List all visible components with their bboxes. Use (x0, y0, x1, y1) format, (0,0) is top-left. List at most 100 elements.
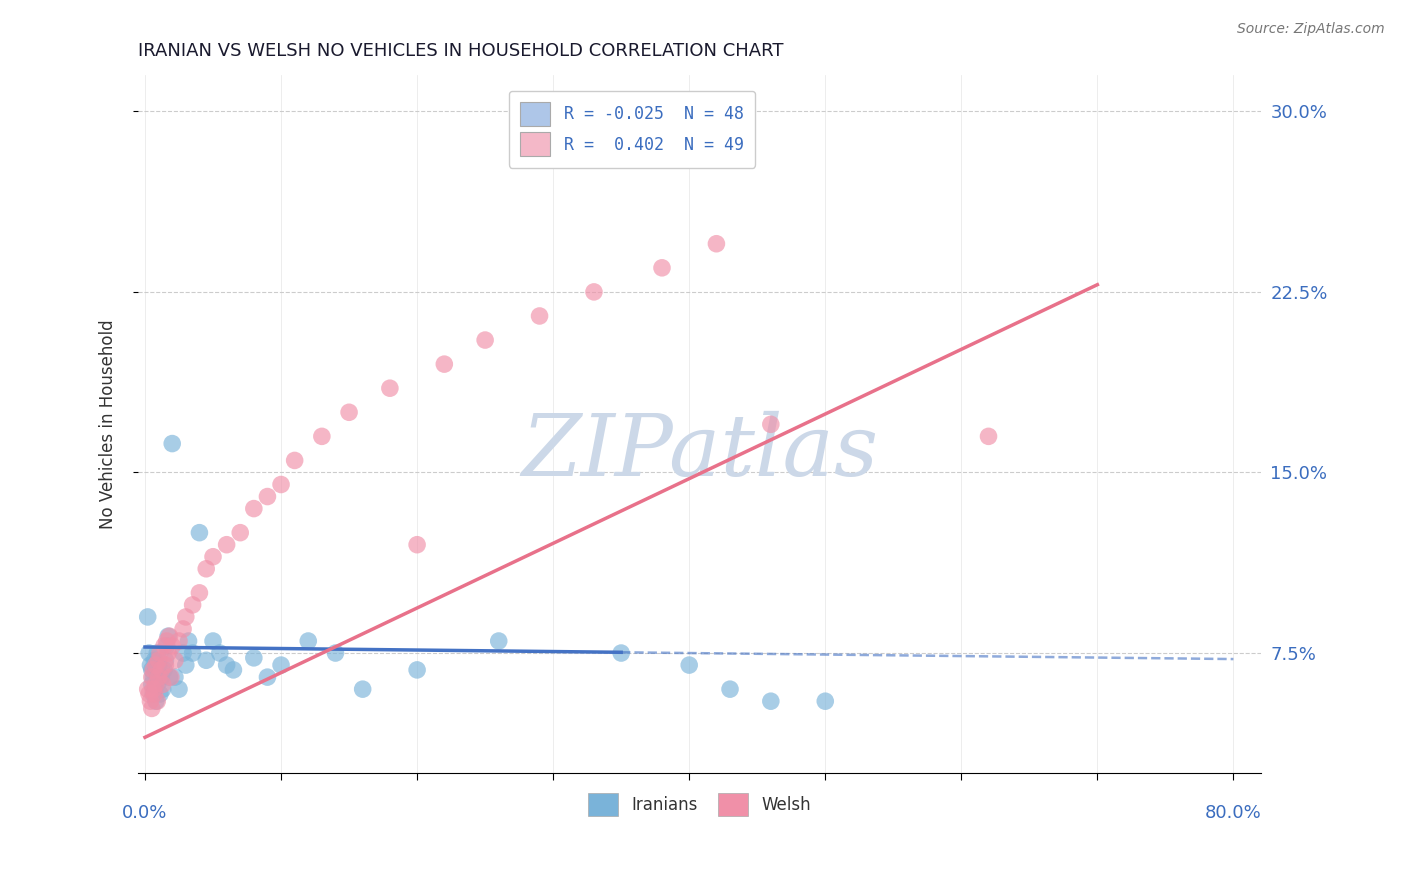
Point (167, 634, 190, 648)
Point (136, 610, 159, 624)
Point (208, 646, 231, 660)
Point (149, 687, 172, 701)
Point (146, 694, 169, 708)
Point (706, 236, 728, 251)
Point (188, 525, 211, 540)
Point (651, 260, 673, 275)
Point (222, 663, 245, 677)
Point (160, 436, 183, 450)
Point (141, 663, 163, 677)
Point (195, 653, 218, 667)
Point (153, 639, 176, 653)
Point (406, 538, 429, 552)
Point (163, 653, 186, 667)
Point (202, 634, 225, 648)
Point (139, 658, 162, 673)
Point (759, 417, 782, 432)
Point (188, 586, 211, 600)
Point (143, 653, 166, 667)
Point (229, 525, 252, 540)
Text: 80.0%: 80.0% (1205, 804, 1261, 822)
Point (148, 658, 170, 673)
Point (156, 634, 179, 648)
Point (150, 670, 173, 684)
Point (138, 687, 160, 701)
Point (148, 653, 170, 667)
Point (718, 682, 741, 697)
Point (243, 651, 266, 665)
Point (150, 663, 173, 677)
Point (181, 598, 204, 612)
Point (142, 670, 165, 684)
Point (297, 634, 319, 648)
Point (148, 670, 170, 684)
Point (174, 658, 197, 673)
Point (143, 687, 166, 701)
Point (153, 663, 176, 677)
Legend: Iranians, Welsh: Iranians, Welsh (579, 784, 820, 824)
Point (146, 646, 169, 660)
Point (215, 658, 238, 673)
Point (195, 562, 218, 576)
Point (433, 357, 456, 371)
Point (142, 682, 165, 697)
Point (159, 629, 181, 643)
Point (582, 285, 605, 299)
Point (145, 677, 167, 691)
Point (406, 663, 429, 677)
Point (160, 670, 183, 684)
Point (155, 658, 177, 673)
Point (139, 694, 162, 708)
Point (145, 694, 167, 708)
Point (155, 653, 177, 667)
Point (142, 663, 165, 677)
Point (141, 670, 163, 684)
Point (181, 646, 204, 660)
Point (243, 501, 266, 516)
Point (143, 682, 166, 697)
Point (177, 634, 200, 648)
Point (814, 694, 837, 708)
Text: 0.0%: 0.0% (122, 804, 167, 822)
Point (311, 429, 333, 443)
Point (172, 646, 194, 660)
Point (141, 701, 163, 715)
Point (610, 646, 633, 660)
Point (152, 677, 174, 691)
Point (977, 429, 1000, 443)
Point (159, 670, 181, 684)
Point (215, 538, 238, 552)
Point (256, 670, 278, 684)
Point (529, 309, 551, 323)
Point (270, 477, 292, 491)
Point (138, 646, 160, 660)
Point (141, 677, 163, 691)
Point (759, 694, 782, 708)
Point (167, 682, 190, 697)
Point (202, 549, 225, 564)
Point (474, 333, 496, 347)
Y-axis label: No Vehicles in Household: No Vehicles in Household (100, 319, 117, 529)
Point (284, 453, 307, 467)
Text: ZIPatlas: ZIPatlas (520, 411, 877, 493)
Point (145, 658, 167, 673)
Point (488, 634, 510, 648)
Point (149, 646, 172, 660)
Point (163, 670, 186, 684)
Text: IRANIAN VS WELSH NO VEHICLES IN HOUSEHOLD CORRELATION CHART: IRANIAN VS WELSH NO VEHICLES IN HOUSEHOL… (138, 42, 783, 60)
Point (172, 622, 194, 636)
Point (157, 646, 180, 660)
Text: Source: ZipAtlas.com: Source: ZipAtlas.com (1237, 22, 1385, 37)
Point (678, 658, 700, 673)
Point (325, 646, 347, 660)
Point (337, 405, 360, 419)
Point (157, 629, 180, 643)
Point (136, 682, 159, 697)
Point (142, 687, 165, 701)
Point (174, 610, 197, 624)
Point (270, 658, 292, 673)
Point (145, 663, 167, 677)
Point (256, 490, 278, 504)
Point (156, 639, 179, 653)
Point (152, 682, 174, 697)
